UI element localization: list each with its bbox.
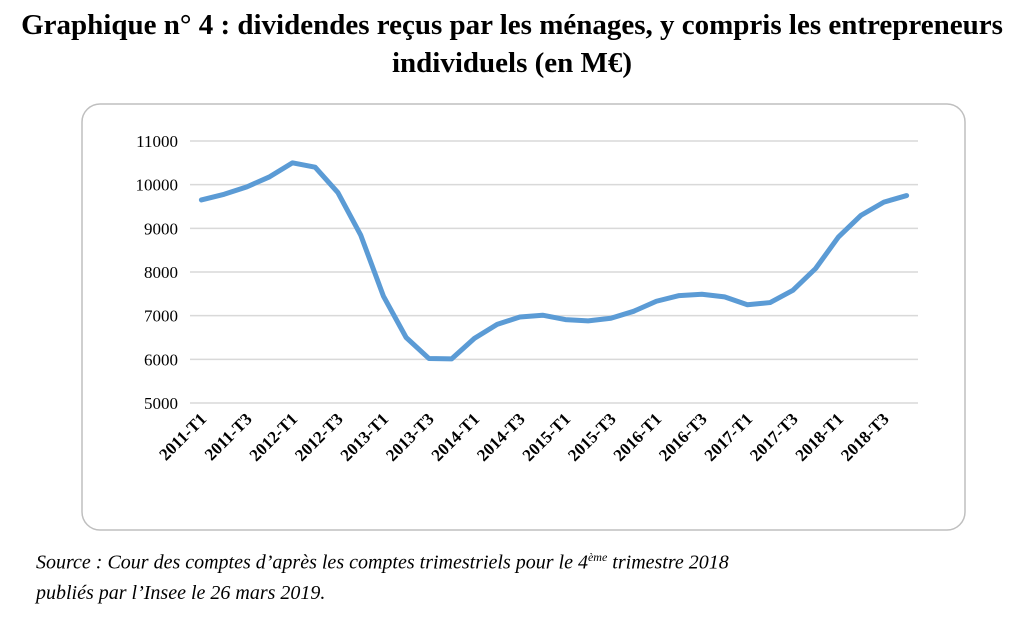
source-text: Source : Cour des comptes d’après les co… bbox=[36, 551, 588, 574]
chart-frame bbox=[81, 103, 966, 531]
x-tick-label: 2014-T1 bbox=[428, 409, 484, 465]
source-line: Source : Cour des comptes d’après les co… bbox=[36, 550, 729, 575]
y-tick-label: 8000 bbox=[144, 263, 178, 282]
source-superscript: ème bbox=[587, 550, 608, 564]
x-tick-label: 2013-T1 bbox=[337, 409, 393, 465]
y-tick-label: 10000 bbox=[136, 176, 179, 195]
x-tick-label: 2018-T3 bbox=[837, 409, 893, 465]
y-tick-label: 5000 bbox=[144, 394, 178, 413]
data-line bbox=[198, 160, 910, 362]
x-tick-label: 2011-T3 bbox=[201, 409, 256, 464]
x-tick-label: 2012-T3 bbox=[291, 409, 347, 465]
y-tick-label: 9000 bbox=[144, 219, 178, 238]
chart: 5000600070008000900010000110002011-T1201… bbox=[81, 103, 966, 531]
x-tick-label: 2016-T1 bbox=[610, 409, 666, 465]
x-tick-label: 2016-T3 bbox=[655, 409, 711, 465]
x-tick-label: 2013-T3 bbox=[382, 409, 438, 465]
y-tick-label: 7000 bbox=[144, 307, 178, 326]
x-tick-label: 2018-T1 bbox=[792, 409, 848, 465]
x-tick-label: 2015-T1 bbox=[519, 409, 575, 465]
x-tick-label: 2011-T1 bbox=[155, 409, 210, 464]
source-text: trimestre 2018 bbox=[607, 551, 729, 574]
x-tick-label: 2015-T3 bbox=[564, 409, 620, 465]
x-tick-label: 2012-T1 bbox=[246, 409, 302, 465]
source-line: publiés par l’Insee le 26 mars 2019. bbox=[36, 582, 326, 604]
chart-title: Graphique n° 4 : dividendes reçus par le… bbox=[21, 9, 1003, 79]
y-tick-label: 11000 bbox=[136, 132, 178, 151]
y-tick-label: 6000 bbox=[144, 350, 178, 369]
x-tick-label: 2014-T3 bbox=[473, 409, 529, 465]
x-tick-label: 2017-T1 bbox=[701, 409, 757, 465]
x-tick-label: 2017-T3 bbox=[746, 409, 802, 465]
